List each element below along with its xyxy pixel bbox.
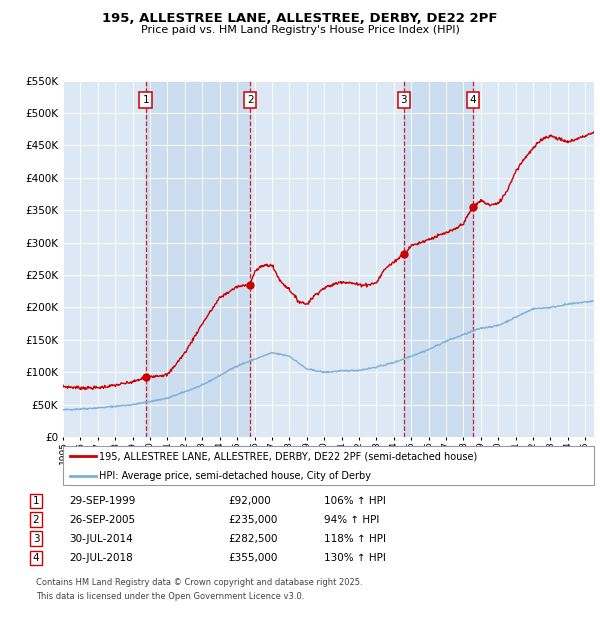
Text: £282,500: £282,500 [228,534,277,544]
Text: Contains HM Land Registry data © Crown copyright and database right 2025.: Contains HM Land Registry data © Crown c… [36,578,362,587]
Text: 26-SEP-2005: 26-SEP-2005 [69,515,135,525]
Text: 4: 4 [32,553,40,563]
Text: 30-JUL-2014: 30-JUL-2014 [69,534,133,544]
Text: 2: 2 [247,95,253,105]
Text: £355,000: £355,000 [228,553,277,563]
Text: 106% ↑ HPI: 106% ↑ HPI [324,496,386,506]
Text: 195, ALLESTREE LANE, ALLESTREE, DERBY, DE22 2PF: 195, ALLESTREE LANE, ALLESTREE, DERBY, D… [102,12,498,25]
Text: £235,000: £235,000 [228,515,277,525]
Text: HPI: Average price, semi-detached house, City of Derby: HPI: Average price, semi-detached house,… [99,471,371,480]
Text: 3: 3 [32,534,40,544]
Text: 20-JUL-2018: 20-JUL-2018 [69,553,133,563]
Text: 4: 4 [470,95,476,105]
Text: 94% ↑ HPI: 94% ↑ HPI [324,515,379,525]
Text: 29-SEP-1999: 29-SEP-1999 [69,496,136,506]
Text: This data is licensed under the Open Government Licence v3.0.: This data is licensed under the Open Gov… [36,592,304,601]
Text: 130% ↑ HPI: 130% ↑ HPI [324,553,386,563]
Text: 1: 1 [142,95,149,105]
Text: £92,000: £92,000 [228,496,271,506]
Bar [146,81,250,437]
Text: 3: 3 [401,95,407,105]
Text: 118% ↑ HPI: 118% ↑ HPI [324,534,386,544]
Text: 2: 2 [32,515,40,525]
Bar [404,81,473,437]
Text: 1: 1 [32,496,40,506]
Text: 195, ALLESTREE LANE, ALLESTREE, DERBY, DE22 2PF (semi-detached house): 195, ALLESTREE LANE, ALLESTREE, DERBY, D… [99,451,477,461]
Text: Price paid vs. HM Land Registry's House Price Index (HPI): Price paid vs. HM Land Registry's House … [140,25,460,35]
